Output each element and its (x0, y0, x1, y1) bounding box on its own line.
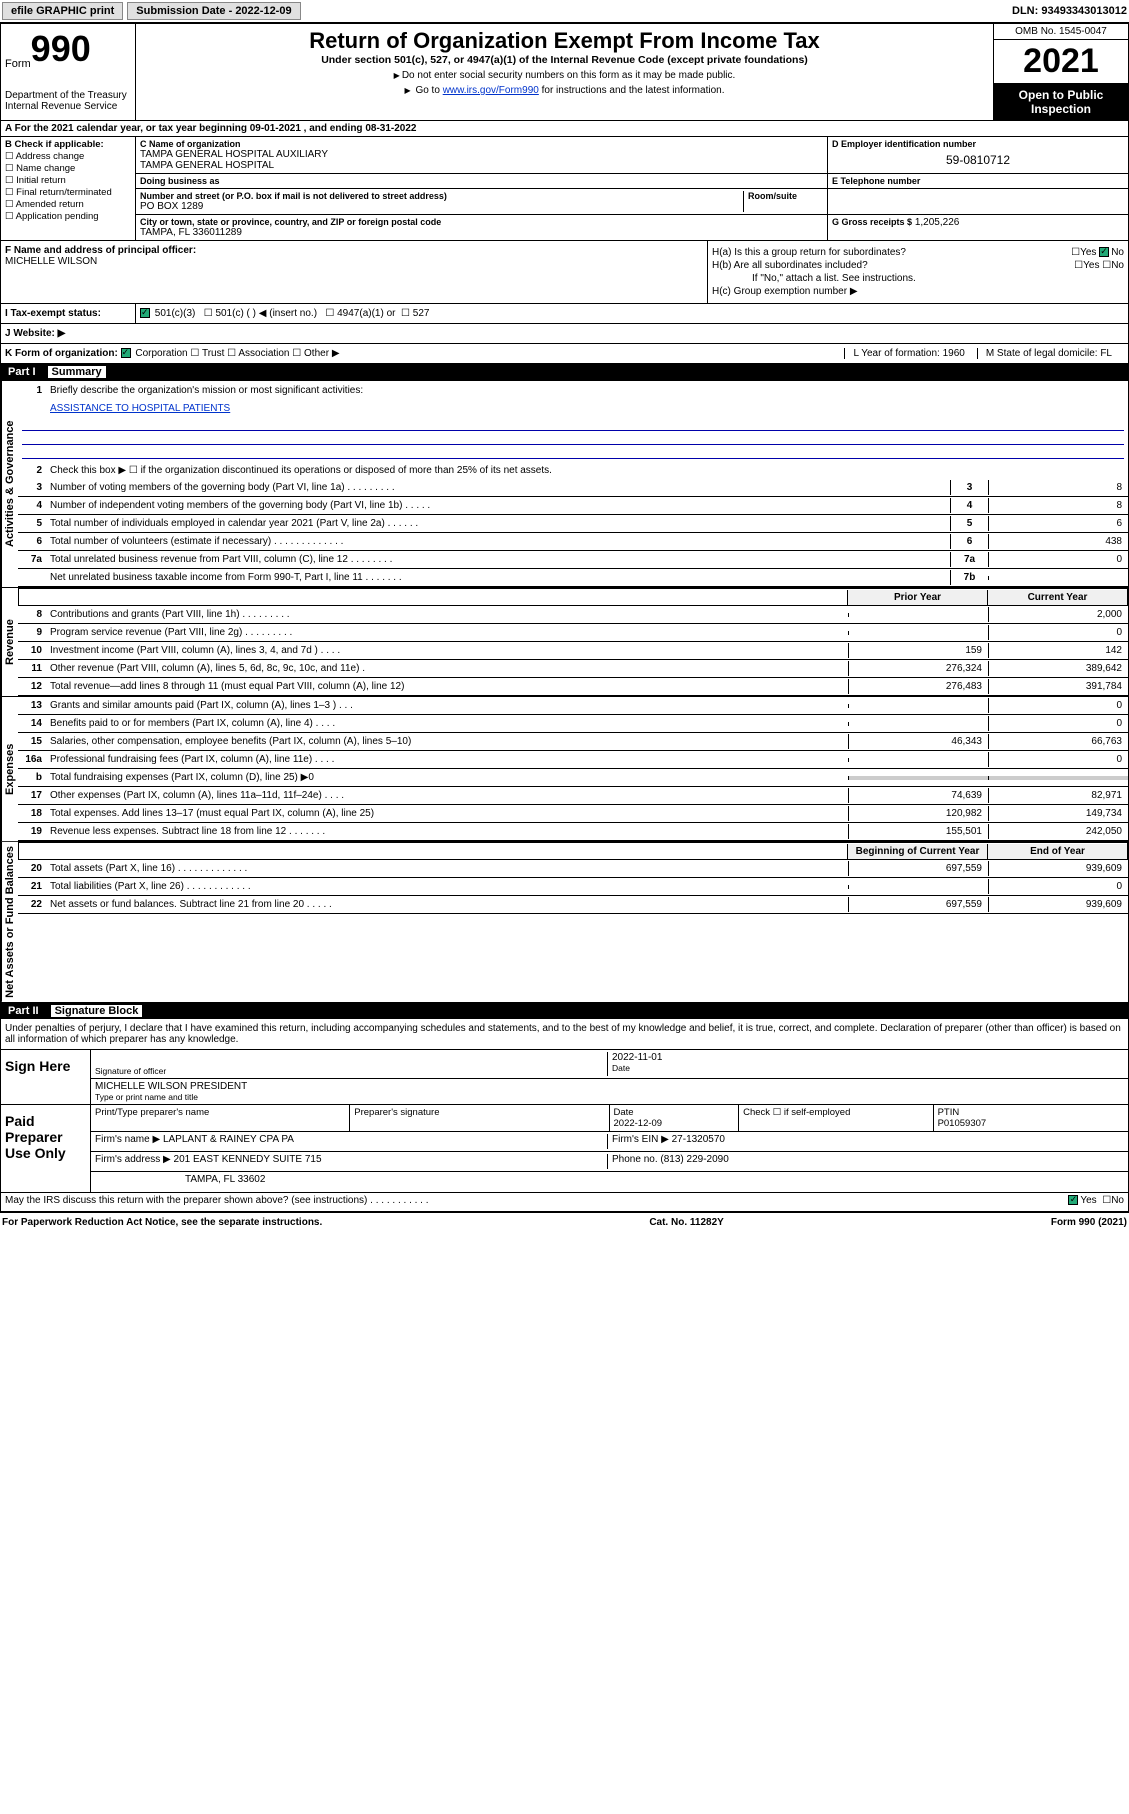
chk-final-return[interactable]: ☐ Final return/terminated (5, 187, 131, 198)
mission-link[interactable]: ASSISTANCE TO HOSPITAL PATIENTS (46, 401, 1128, 416)
row-i: I Tax-exempt status: 501(c)(3) ☐ 501(c) … (0, 304, 1129, 324)
expense-row: 19Revenue less expenses. Subtract line 1… (18, 823, 1128, 841)
summary-table: Activities & Governance 1Briefly describ… (0, 380, 1129, 1003)
net-row: 21Total liabilities (Part X, line 26) . … (18, 878, 1128, 896)
revenue-row: 12Total revenue—add lines 8 through 11 (… (18, 678, 1128, 696)
dept-treasury: Department of the Treasury Internal Reve… (5, 90, 131, 112)
sig-intro: Under penalties of perjury, I declare th… (1, 1019, 1128, 1049)
note-link: Go to www.irs.gov/Form990 for instructio… (144, 85, 985, 96)
c-name: C Name of organization TAMPA GENERAL HOS… (136, 137, 828, 173)
revenue-row: 8Contributions and grants (Part VIII, li… (18, 606, 1128, 624)
part1-header: Part I Summary (0, 364, 1129, 380)
section-h: H(a) Is this a group return for subordin… (708, 241, 1128, 303)
paid-preparer-label: Paid Preparer Use Only (1, 1105, 91, 1192)
form-title: Return of Organization Exempt From Incom… (144, 28, 985, 54)
summary-row: 6Total number of volunteers (estimate if… (18, 533, 1128, 551)
g-gross: G Gross receipts $ 1,205,226 (828, 215, 1128, 240)
section-cde: C Name of organization TAMPA GENERAL HOS… (136, 137, 1128, 240)
block-bcde: B Check if applicable: ☐ Address change … (0, 137, 1129, 241)
summary-row: 4Number of independent voting members of… (18, 497, 1128, 515)
discuss-yes-check[interactable] (1068, 1195, 1078, 1205)
tax-year: 2021 (994, 40, 1128, 84)
c-address: Number and street (or P.O. box if mail i… (136, 189, 828, 214)
top-toolbar: efile GRAPHIC print Submission Date - 20… (0, 0, 1129, 23)
summary-row: Net unrelated business taxable income fr… (18, 569, 1128, 587)
header-right: OMB No. 1545-0047 2021 Open to Public In… (993, 24, 1128, 120)
form-subtitle: Under section 501(c), 527, or 4947(a)(1)… (144, 54, 985, 66)
chk-name-change[interactable]: ☐ Name change (5, 163, 131, 174)
ha-no-check[interactable] (1099, 247, 1109, 257)
header-mid: Return of Organization Exempt From Incom… (136, 24, 993, 120)
expense-row: 16aProfessional fundraising fees (Part I… (18, 751, 1128, 769)
chk-corporation[interactable] (121, 348, 131, 358)
summary-row: 5Total number of individuals employed in… (18, 515, 1128, 533)
note-ssn: Do not enter social security numbers on … (144, 70, 985, 81)
chk-amended-return[interactable]: ☐ Amended return (5, 199, 131, 210)
summary-row: 7aTotal unrelated business revenue from … (18, 551, 1128, 569)
expense-row: 13Grants and similar amounts paid (Part … (18, 697, 1128, 715)
expense-row: 15Salaries, other compensation, employee… (18, 733, 1128, 751)
note-link-post: for instructions and the latest informat… (539, 85, 725, 96)
page-footer: For Paperwork Reduction Act Notice, see … (0, 1213, 1129, 1232)
block-fh: F Name and address of principal officer:… (0, 241, 1129, 304)
submission-date-button[interactable]: Submission Date - 2022-12-09 (127, 2, 300, 20)
expense-row: 14Benefits paid to or for members (Part … (18, 715, 1128, 733)
efile-print-button[interactable]: efile GRAPHIC print (2, 2, 123, 20)
revenue-row: 11Other revenue (Part VIII, column (A), … (18, 660, 1128, 678)
chk-application-pending[interactable]: ☐ Application pending (5, 211, 131, 222)
e-phone: E Telephone number (828, 174, 1128, 188)
expense-row: bTotal fundraising expenses (Part IX, co… (18, 769, 1128, 787)
section-f: F Name and address of principal officer:… (1, 241, 708, 303)
vtab-expenses: Expenses (1, 697, 18, 841)
vtab-activities: Activities & Governance (1, 381, 18, 587)
chk-address-change[interactable]: ☐ Address change (5, 151, 131, 162)
header-left: Form 990 Department of the Treasury Inte… (1, 24, 136, 120)
open-inspection: Open to Public Inspection (994, 84, 1128, 120)
chk-initial-return[interactable]: ☐ Initial return (5, 175, 131, 186)
part2-header: Part II Signature Block (0, 1003, 1129, 1019)
chk-501c3[interactable] (140, 308, 150, 318)
section-b: B Check if applicable: ☐ Address change … (1, 137, 136, 240)
row-a-taxyear: A For the 2021 calendar year, or tax yea… (0, 121, 1129, 137)
row-j: J Website: ▶ (0, 324, 1129, 344)
irs-link[interactable]: www.irs.gov/Form990 (443, 85, 539, 96)
vtab-revenue: Revenue (1, 588, 18, 696)
form-number: 990 (31, 28, 91, 70)
row-klm: K Form of organization: Corporation ☐ Tr… (0, 344, 1129, 364)
form-label: Form (5, 58, 31, 70)
summary-row: 3Number of voting members of the governi… (18, 479, 1128, 497)
revenue-row: 9Program service revenue (Part VIII, lin… (18, 624, 1128, 642)
d-ein: D Employer identification number 59-0810… (828, 137, 1128, 173)
expense-row: 18Total expenses. Add lines 13–17 (must … (18, 805, 1128, 823)
vtab-netassets: Net Assets or Fund Balances (1, 842, 18, 1002)
signature-block: Under penalties of perjury, I declare th… (0, 1019, 1129, 1213)
revenue-row: 10Investment income (Part VIII, column (… (18, 642, 1128, 660)
net-row: 20Total assets (Part X, line 16) . . . .… (18, 860, 1128, 878)
c-city: City or town, state or province, country… (136, 215, 828, 240)
note-link-pre: Go to (415, 85, 442, 96)
b-label: B Check if applicable: (5, 139, 131, 150)
omb-number: OMB No. 1545-0047 (994, 24, 1128, 40)
net-row: 22Net assets or fund balances. Subtract … (18, 896, 1128, 914)
dln-label: DLN: 93493343013012 (1012, 5, 1127, 17)
e-phone-val (828, 189, 1128, 214)
expense-row: 17Other expenses (Part IX, column (A), l… (18, 787, 1128, 805)
form-header: Form 990 Department of the Treasury Inte… (0, 23, 1129, 121)
sign-here-label: Sign Here (1, 1050, 91, 1104)
c-dba: Doing business as (136, 174, 828, 188)
